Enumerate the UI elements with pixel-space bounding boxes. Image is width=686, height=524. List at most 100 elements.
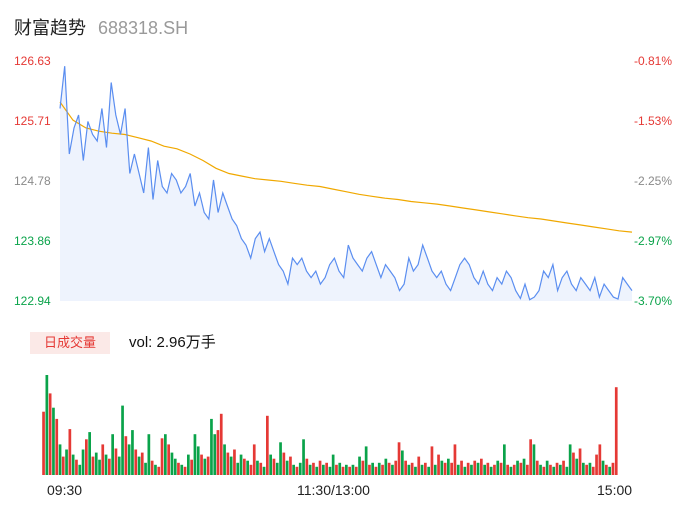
volume-bar [269,454,272,475]
pct-tick-label: -0.81% [633,54,672,68]
volume-bar [374,466,378,475]
volume-bar [601,460,605,475]
volume-bar [483,464,486,475]
volume-bar [312,462,315,475]
volume-bar [127,444,131,475]
volume-bar [562,460,565,475]
volume-bar [233,449,236,475]
volume-bar [582,462,585,475]
volume-bar [71,454,75,475]
volume-bar [298,462,302,475]
volume-bar [42,411,45,475]
pct-tick-label: -1.53% [633,114,672,128]
volume-bar [608,466,611,475]
average-price-line [59,101,633,233]
volume-bar [117,456,121,475]
volume-bar [354,466,358,475]
volume-bar [456,464,460,475]
volume-bar [433,464,437,475]
price-tick-label: 125.71 [14,114,51,128]
volume-bar [180,464,184,475]
volume-bar [516,460,519,475]
volume-bar [292,464,295,475]
volume-bar [216,430,220,475]
volume-bar [183,466,187,475]
volume-bar [407,464,411,475]
volume-bar [440,460,444,475]
volume-bar [529,439,532,475]
volume-bar [75,459,78,475]
volume-bar [164,434,167,475]
volume-bar [424,462,427,475]
price-tick-label: 124.78 [14,174,51,188]
volume-bar [361,460,365,475]
volume-bar [203,458,207,475]
volume-bar [397,442,401,475]
volume-bar [480,458,483,475]
volume-bar [364,446,368,475]
volume-bar [210,418,213,475]
x-tick-label: 09:30 [47,482,83,498]
volume-bar [85,439,88,475]
volume-bar [150,460,154,475]
volume-bar [196,446,200,475]
volume-bar [420,464,424,475]
volume-bar [341,466,345,475]
volume-bar [535,460,539,475]
volume-bar [219,413,223,475]
volume-bar [262,466,266,475]
volume-bar [305,458,309,475]
volume-bar [193,434,197,475]
volume-bar [78,464,82,475]
volume-bar [394,460,398,475]
volume-bar [417,456,421,475]
volume-bar [252,444,256,475]
volume-bar [308,464,312,475]
volume-bar [368,464,371,475]
pct-tick-label: -2.25% [633,174,672,188]
volume-bar [81,449,85,475]
volume-bar [345,464,348,475]
volume-bar [522,458,526,475]
volume-bar [611,462,615,475]
volume-bar [453,444,457,475]
volume-bar [318,460,322,475]
volume-bar [137,456,141,475]
volume-bar [236,462,240,475]
volume-bar [190,459,193,475]
volume-bar [223,444,226,475]
volume-bar [499,462,503,475]
volume-bar [568,444,572,475]
volume-bar [496,460,500,475]
volume-bar [503,444,506,475]
volume-bar [489,466,493,475]
volume-bar [539,464,542,475]
volume-bar [519,462,523,475]
volume-bar [463,466,467,475]
volume-bar [279,442,282,475]
volume-bar [177,462,180,475]
volume-bar [140,452,144,475]
volume-badge: 日成交量 [30,332,110,354]
volume-bar [325,462,328,475]
volume-bar [387,462,391,475]
volume-bar [509,466,513,475]
volume-bar [243,458,246,475]
volume-bar [466,462,470,475]
volume-bar [173,458,177,475]
volume-bar [381,464,384,475]
volume-bar [55,418,59,475]
volume-value: vol: 2.96万手 [129,334,216,351]
volume-bar [391,464,394,475]
volume-bar [48,393,52,475]
volume-bar [91,456,95,475]
volume-bar [549,464,552,475]
volume-bar [427,466,430,475]
volume-bar [460,460,463,475]
volume-bar [614,387,618,475]
volume-bar [486,462,490,475]
volume-bar [322,464,325,475]
volume-bar [410,462,414,475]
volume-bar [187,454,190,475]
volume-bar [98,459,101,475]
